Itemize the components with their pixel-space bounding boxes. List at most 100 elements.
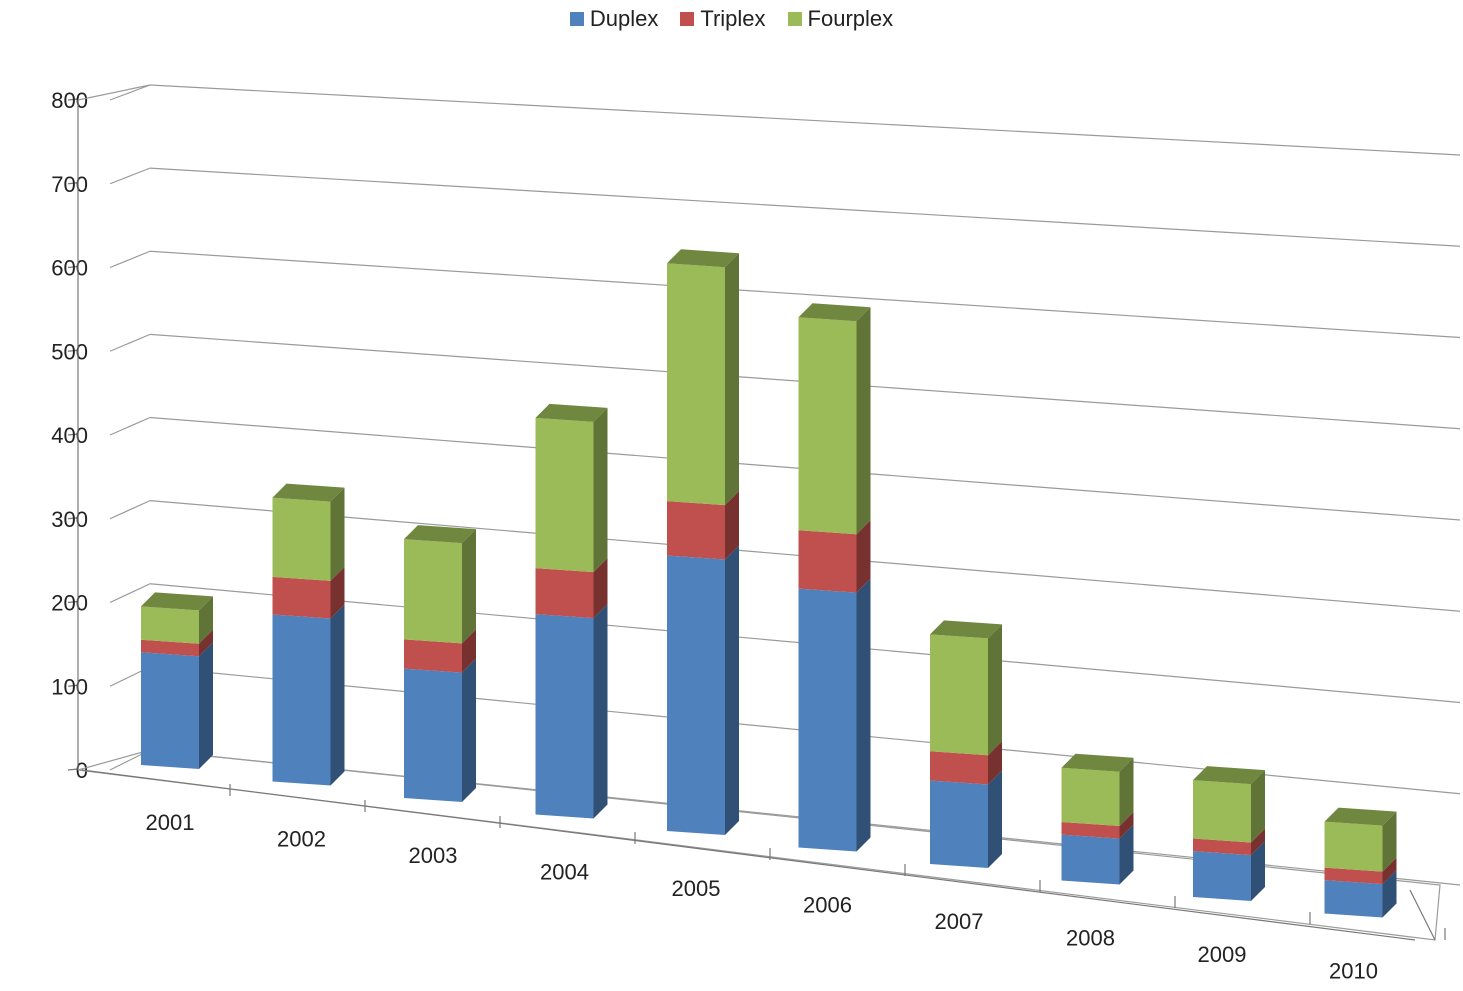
bar-duplex-2003-side [462,658,476,802]
bar-fourplex-2005-side [725,253,739,506]
legend-swatch-fourplex [787,12,802,26]
bar-duplex-2006-side [856,578,871,852]
legend-label-duplex: Duplex [589,6,659,31]
x-tick-label: 2003 [409,843,458,868]
bar-duplex-2008-side [1119,824,1134,885]
legend-item-triplex: Triplex [680,6,766,32]
wall-gridline [109,333,151,352]
bar-fourplex-2006 [798,317,857,535]
bar-triplex-2006-side [856,520,871,593]
y-tick-mark [67,768,79,771]
bar-triplex-2008 [1061,822,1120,839]
x-tick-label: 2007 [935,909,984,934]
wall-gridline [109,500,151,520]
bar-triplex-2001 [141,639,199,657]
bar-fourplex-2003-side [462,529,476,644]
bar-triplex-2001-side [199,629,213,657]
bar-duplex-2001-side [199,642,213,769]
y-tick-label: 100 [51,674,88,699]
bar-triplex-2010-side [1382,857,1397,885]
y-tick-label: 200 [51,591,88,616]
x-axis-line [81,769,1416,941]
y-tick-label: 400 [51,423,88,448]
bar-triplex-2005-side [725,491,739,560]
y-tick-label: 800 [51,88,88,113]
x-tick-label: 2006 [803,893,852,918]
y-tick-mark [67,600,79,604]
y-tick-label: 600 [51,256,88,281]
x-tick-label: 2009 [1198,942,1247,967]
gridline [149,167,1461,247]
floor [77,749,1441,941]
floor-edge [1409,889,1436,941]
bar-fourplex-2006-top [798,303,871,322]
bar-fourplex-2006-side [856,307,871,535]
bar-fourplex-2009 [1193,780,1251,843]
y-tick-mark [67,182,79,185]
wall-gridline [109,583,151,604]
bar-fourplex-2002-side [330,487,345,581]
wall-top-edge [77,84,151,101]
bar-triplex-2003-side [462,629,476,673]
bar-duplex-2005-side [725,545,739,835]
bar-fourplex-2003 [404,539,462,644]
y-tick-mark [67,349,79,352]
bar-duplex-2007-side [988,770,1002,868]
wall-gridline [109,84,151,101]
bar-fourplex-2010 [1324,821,1383,872]
x-tick-label: 2002 [277,827,326,852]
y-tick-mark [67,265,79,269]
legend-swatch-duplex [569,12,584,26]
bar-fourplex-2010-side [1382,811,1397,872]
legend-item-duplex: Duplex [569,6,659,32]
bar-duplex-2010 [1324,880,1383,918]
bar-triplex-2007 [930,751,988,785]
x-tick-label: 2005 [672,876,721,901]
bar-triplex-2007-side [988,741,1002,785]
bar-duplex-2009-side [1251,841,1265,901]
legend-swatch-triplex [680,12,695,26]
bar-duplex-2006 [798,588,857,852]
wall-gridline [109,250,151,269]
bar-fourplex-2003-top [404,525,476,544]
bar-fourplex-2008-top [1061,753,1134,772]
bar-triplex-2009-side [1251,828,1265,856]
y-tick-mark [67,684,79,687]
legend-label-triplex: Triplex [700,6,766,31]
bar-triplex-2003 [404,639,462,673]
y-tick-label: 300 [51,507,88,532]
bar-triplex-2006 [798,530,857,593]
bar-fourplex-2005 [667,263,725,506]
x-tick-label: 2004 [540,860,589,885]
gridline [149,84,1461,156]
bar-duplex-2003 [404,668,462,802]
bar-triplex-2005 [667,501,725,560]
bar-duplex-2008 [1061,834,1120,885]
bar-duplex-2010-side [1382,870,1397,918]
bar-fourplex-2007 [930,634,988,756]
bar-duplex-2002-side [330,604,345,786]
bar-fourplex-2002 [272,497,331,581]
wall-gridline [109,416,151,436]
bar-duplex-2004-side [593,604,608,819]
y-tick-mark [67,433,79,436]
bar-duplex-2002 [272,614,331,786]
x-tick-label: 2010 [1329,959,1378,984]
bar-fourplex-2001-top [141,592,213,611]
x-tick-label: 2001 [146,810,195,835]
bar-fourplex-2009-side [1251,770,1265,843]
wall-gridline [109,167,151,185]
y-tick-mark [67,517,79,520]
bar-fourplex-2007-side [988,624,1002,756]
bar-duplex-2009 [1193,851,1251,901]
x-tick-label: 2008 [1066,926,1115,951]
bar-fourplex-2004-top [535,403,608,422]
bar-triplex-2008-side [1119,812,1134,839]
bar-fourplex-2004-side [593,407,608,573]
bar-fourplex-2004 [535,417,594,573]
y-tick-label: 500 [51,339,88,364]
bar-duplex-2005 [667,555,725,835]
gridline [149,250,1461,339]
bar-duplex-2004 [535,614,594,819]
